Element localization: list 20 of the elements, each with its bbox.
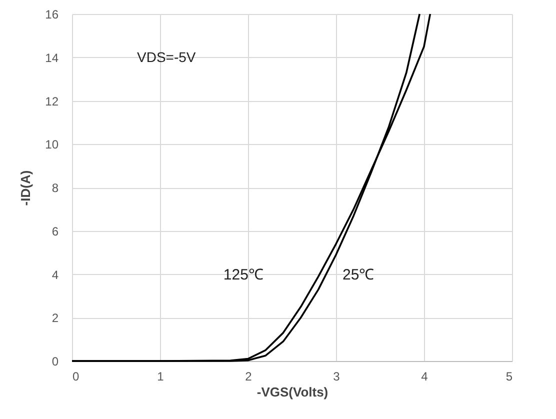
y-tick-label: 4 bbox=[52, 268, 59, 282]
x-tick-label: 0 bbox=[72, 370, 80, 384]
y-tick-label: 0 bbox=[52, 354, 59, 368]
text: 125℃ bbox=[223, 266, 264, 284]
x-tick-label: 4 bbox=[421, 370, 428, 384]
y-tick-label: 10 bbox=[45, 138, 59, 152]
x-tick-label: 1 bbox=[157, 370, 164, 384]
y-tick-label: 12 bbox=[45, 94, 59, 108]
y-tick-label: 2 bbox=[52, 311, 59, 326]
y-tick-label: 16 bbox=[45, 8, 59, 22]
series-label: 25℃ bbox=[342, 266, 374, 284]
x-tick-label: 3 bbox=[333, 370, 340, 384]
y-tick-label: 14 bbox=[45, 50, 59, 65]
y-tick-label: 6 bbox=[52, 224, 59, 238]
x-tick-label: 2 bbox=[245, 370, 252, 384]
annotation: VDS=-5V bbox=[137, 49, 196, 65]
x-tick-label: 5 bbox=[506, 370, 513, 384]
y-tick-label: 8 bbox=[52, 181, 59, 195]
x-axis-title: -VGS(Volts) bbox=[256, 384, 328, 400]
y-axis-title: -ID(A) bbox=[18, 170, 34, 206]
